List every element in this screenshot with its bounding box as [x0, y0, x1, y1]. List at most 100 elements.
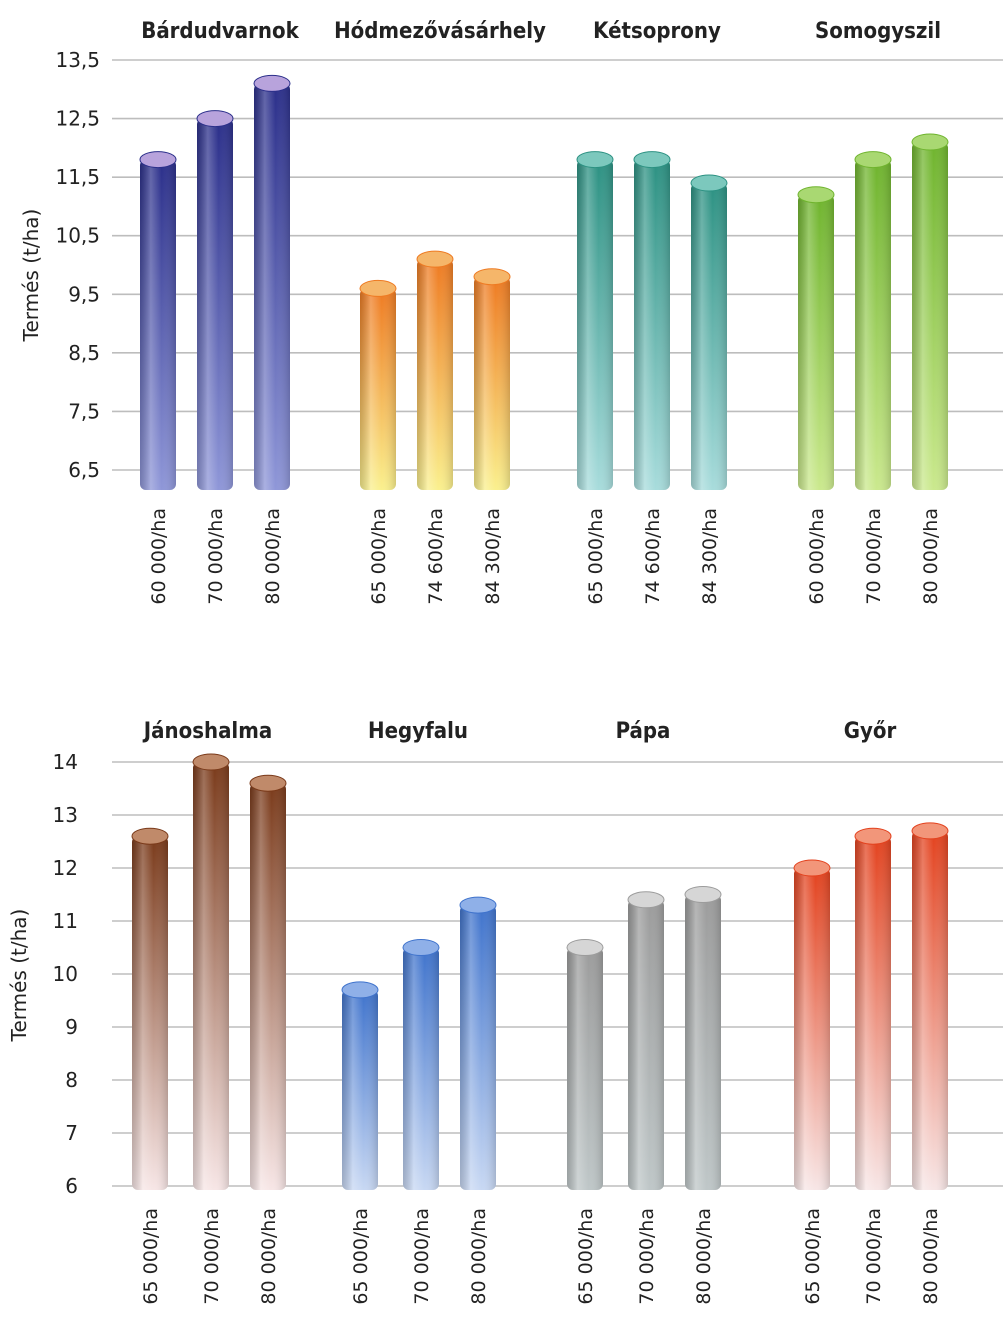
bar-cap: [402, 939, 440, 956]
bar-cap: [196, 110, 234, 128]
x-tick-label: 70 000/ha: [863, 1208, 885, 1305]
bar-shine: [140, 159, 176, 491]
y-tick-label: 11,5: [55, 165, 100, 189]
x-tick-label: 65 000/ha: [585, 508, 607, 605]
y-tick-label: 7: [65, 1121, 78, 1145]
bar-shine: [342, 989, 378, 1190]
x-tick-label: 70 000/ha: [205, 508, 227, 605]
bar-cap: [793, 859, 831, 877]
group-title: Pápa: [616, 719, 671, 744]
bar-shine: [193, 762, 229, 1190]
bar-cap: [633, 151, 671, 169]
bar-group: Pápa 65 000/ha 70 000/ha 80 000/ha: [566, 719, 722, 1305]
bar-cap: [911, 822, 949, 840]
bar-cap: [359, 279, 397, 297]
x-tick-label: 70 000/ha: [411, 1208, 433, 1305]
y-tick-label: 12: [53, 856, 78, 880]
bar-shine: [855, 159, 891, 491]
bar-shine: [403, 947, 439, 1190]
x-tick-label: 65 000/ha: [802, 1208, 824, 1305]
bar-shine: [132, 836, 168, 1190]
x-tick-label: 65 000/ha: [140, 1208, 162, 1305]
x-tick-label: 65 000/ha: [368, 508, 390, 605]
y-tick-label: 12,5: [55, 107, 100, 131]
bar-shine: [685, 894, 721, 1190]
y-tick-label: 11: [53, 909, 78, 933]
y-tick-label: 14: [53, 750, 78, 774]
x-tick-label: 80 000/ha: [262, 508, 284, 605]
y-axis-label: Termés (t/ha): [7, 909, 31, 1043]
x-tick-label: 84 300/ha: [482, 508, 504, 605]
bar-shine: [250, 783, 286, 1190]
x-tick-label: 65 000/ha: [350, 1208, 372, 1305]
bar-cap: [131, 827, 169, 845]
group-title: Kétsoprony: [593, 19, 721, 44]
x-tick-label: 80 000/ha: [920, 1208, 942, 1305]
x-tick-label: 70 000/ha: [201, 1208, 223, 1305]
bar-cap: [416, 250, 454, 268]
bar-shine: [798, 194, 834, 490]
bar-group: Hódmezővásárhely 65 000/ha 74 600/ha 84 300…: [334, 19, 546, 605]
y-tick-label: 8: [65, 1068, 78, 1092]
bar-shine: [577, 159, 613, 491]
bar-cap: [566, 939, 604, 956]
bar-cap: [854, 827, 892, 845]
bar-cap: [341, 981, 379, 999]
bar-group: Somogyszil 60 000/ha 70 000/ha 80 000/ha: [797, 19, 949, 605]
group-title: Győr: [844, 719, 897, 744]
bar-group: Győr 65 000/ha 70 000/ha 80 000/ha: [793, 719, 949, 1305]
bar-group: Bárdudvarnok 60 000/ha 70 000/ha 80 000/ha: [139, 19, 300, 605]
bar-shine: [794, 868, 830, 1190]
bar-cap: [192, 753, 230, 771]
y-axis-label: Termés (t/ha): [19, 209, 43, 343]
bar-cap: [911, 133, 949, 151]
x-tick-label: 70 000/ha: [863, 508, 885, 605]
bar-shine: [254, 83, 290, 490]
y-tick-label: 10,5: [55, 224, 100, 248]
bar-shine: [417, 259, 453, 490]
x-tick-label: 60 000/ha: [806, 508, 828, 605]
group-title: Hódmezővásárhely: [334, 19, 546, 44]
y-tick-label: 9: [65, 1015, 78, 1039]
x-tick-label: 70 000/ha: [636, 1208, 658, 1305]
bar-group: Hegyfalu 65 000/ha 70 000/ha 80 000/ha: [341, 719, 497, 1305]
bar-shine: [912, 830, 948, 1190]
bar-cap: [854, 151, 892, 169]
y-tick-label: 9,5: [68, 282, 100, 306]
chart-panel-1: 13,5 12,5 11,5 10,5 9,5 8,5 7,5 6,5 Termés (t/ha…: [19, 19, 1003, 605]
x-tick-label: 60 000/ha: [148, 508, 170, 605]
group-title: Jánoshalma: [142, 719, 272, 744]
bar-shine: [460, 905, 496, 1190]
bar-cap: [459, 896, 497, 914]
bar-group: Kétsoprony 65 000/ha 74 600/ha 84 300/ha: [576, 19, 728, 605]
group-title: Bárdudvarnok: [141, 19, 299, 44]
y-tick-label: 10: [53, 962, 78, 986]
x-tick-label: 80 000/ha: [693, 1208, 715, 1305]
x-tick-label: 74 600/ha: [642, 508, 664, 605]
x-tick-label: 65 000/ha: [575, 1208, 597, 1305]
bar-cap: [627, 891, 665, 909]
bar-shine: [474, 276, 510, 490]
y-tick-label: 7,5: [68, 399, 100, 423]
bar-shine: [634, 159, 670, 491]
bar-cap: [249, 774, 287, 792]
bar-cap: [576, 151, 614, 169]
y-tick-label: 8,5: [68, 341, 100, 365]
y-tick-label: 6,5: [68, 458, 100, 482]
bar-cap: [684, 886, 722, 903]
bar-shine: [360, 288, 396, 490]
bar-shine: [855, 836, 891, 1190]
bar-shine: [197, 118, 233, 491]
x-tick-label: 74 600/ha: [425, 508, 447, 605]
x-tick-label: 80 000/ha: [920, 508, 942, 605]
x-tick-label: 80 000/ha: [258, 1208, 280, 1305]
bar-shine: [691, 183, 727, 490]
bar-shine: [567, 947, 603, 1190]
bar-cap: [253, 74, 291, 92]
group-title: Somogyszil: [815, 19, 941, 44]
chart-panel-2: 14 13 12 11 10 9 8 7 6 Termés (t/ha) Jánoshalma 65 …: [7, 719, 1003, 1305]
bar-group: Jánoshalma 65 000/ha 70 000/ha 80 000/ha: [131, 719, 287, 1305]
x-tick-label: 84 300/ha: [699, 508, 721, 605]
y-tick-label: 13: [53, 803, 78, 827]
